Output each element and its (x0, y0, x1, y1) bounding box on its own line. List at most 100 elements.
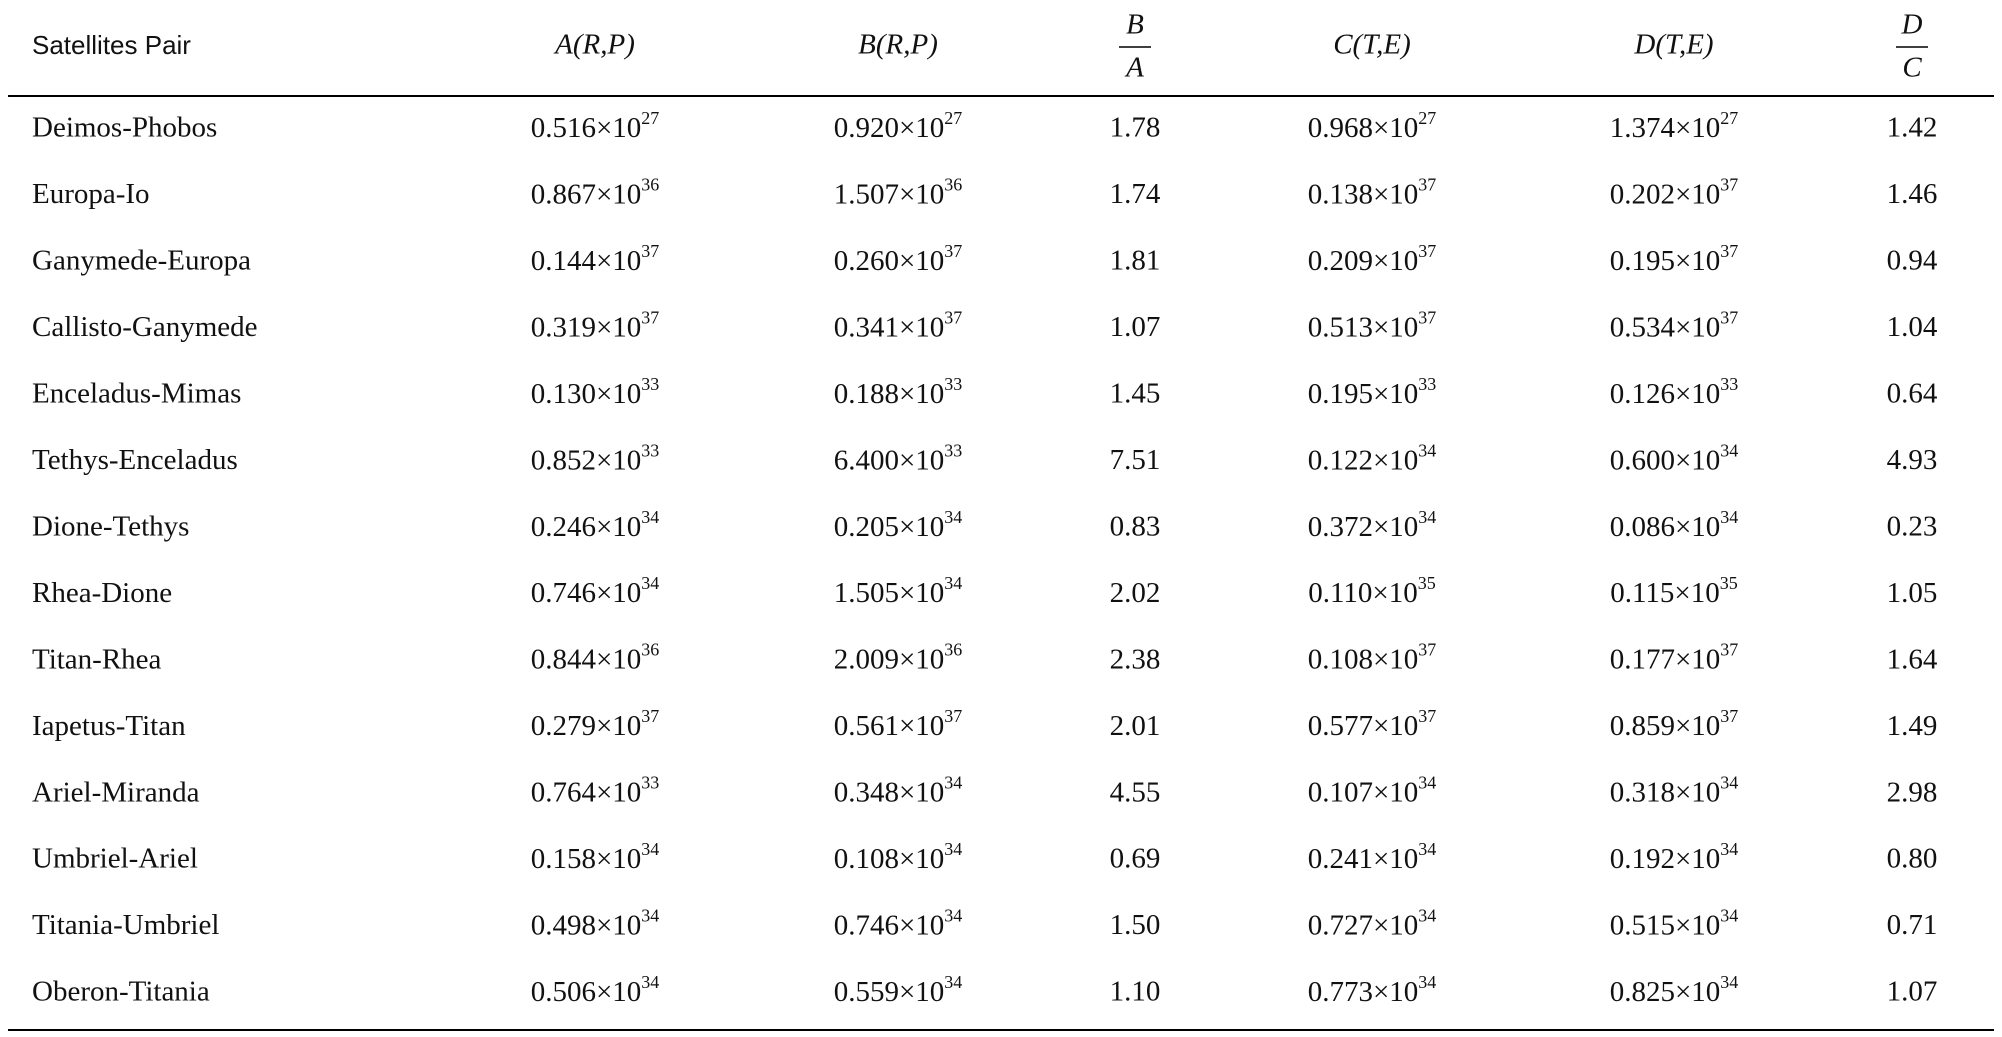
sci-value: 0.192×1034 (1610, 839, 1739, 875)
ratio-value: 1.04 (1887, 311, 1938, 343)
mantissa: 0.515 (1610, 909, 1675, 941)
ratio-value: 1.07 (1887, 976, 1938, 1008)
sci-value: 0.177×1037 (1610, 640, 1739, 676)
ratio-value: 2.98 (1887, 776, 1938, 808)
sci-value: 0.279×1037 (531, 706, 660, 742)
times-ten: ×10 (596, 178, 641, 210)
sci-value: 1.374×1027 (1610, 108, 1739, 144)
mantissa: 0.764 (531, 776, 597, 808)
times-ten: ×10 (899, 178, 944, 210)
times-ten: ×10 (899, 976, 944, 1008)
exponent: 34 (944, 839, 962, 859)
sci-value: 0.246×1034 (531, 507, 660, 543)
pair-name: Dione-Tethys (32, 510, 189, 542)
mantissa: 0.920 (834, 112, 899, 144)
times-ten: ×10 (596, 510, 641, 542)
times-ten: ×10 (1675, 245, 1720, 277)
times-ten: ×10 (1373, 378, 1418, 410)
header-numerator: D (1901, 9, 1923, 41)
exponent: 34 (944, 507, 962, 527)
pair-name: Ganymede-Europa (32, 245, 251, 277)
mantissa: 0.122 (1308, 444, 1373, 476)
times-ten: ×10 (596, 776, 641, 808)
sci-value: 0.130×1033 (531, 374, 660, 410)
ratio-value: 1.07 (1110, 311, 1161, 343)
exponent: 33 (641, 773, 659, 793)
header-denominator: A (1124, 52, 1144, 84)
pair-name: Iapetus-Titan (32, 710, 186, 742)
exponent: 34 (944, 972, 962, 992)
ratio-value: 2.01 (1110, 710, 1161, 742)
mantissa: 1.374 (1610, 112, 1676, 144)
sci-value: 0.513×1037 (1308, 308, 1437, 344)
mantissa: 0.192 (1610, 843, 1675, 875)
mantissa: 0.188 (834, 378, 899, 410)
times-ten: ×10 (1675, 112, 1720, 144)
sci-value: 0.764×1033 (531, 773, 660, 809)
ratio-value: 2.38 (1110, 643, 1161, 675)
exponent: 37 (1720, 706, 1738, 726)
mantissa: 0.516 (531, 112, 596, 144)
header-label: D(T,E) (1633, 29, 1713, 61)
exponent: 37 (1418, 640, 1436, 660)
times-ten: ×10 (1373, 976, 1418, 1008)
mantissa: 0.867 (531, 178, 596, 210)
mantissa: 0.600 (1610, 444, 1675, 476)
sci-value: 0.746×1034 (531, 573, 660, 609)
sci-value: 0.852×1033 (531, 440, 660, 476)
exponent: 37 (944, 241, 962, 261)
mantissa: 0.341 (834, 311, 899, 343)
sci-value: 0.498×1034 (531, 906, 660, 942)
sci-value: 1.505×1034 (834, 573, 963, 609)
sci-value: 0.825×1034 (1610, 972, 1739, 1008)
mantissa: 0.348 (834, 776, 899, 808)
exponent: 36 (641, 175, 659, 195)
mantissa: 0.559 (834, 976, 899, 1008)
exponent: 34 (944, 773, 962, 793)
sci-value: 0.727×1034 (1308, 906, 1437, 942)
exponent: 37 (944, 706, 962, 726)
sci-value: 0.844×1036 (531, 640, 660, 676)
sci-value: 0.920×1027 (834, 108, 963, 144)
times-ten: ×10 (1675, 311, 1720, 343)
mantissa: 0.107 (1308, 776, 1373, 808)
exponent: 37 (1418, 706, 1436, 726)
sci-value: 0.115×1035 (1610, 573, 1738, 609)
times-ten: ×10 (1372, 577, 1417, 609)
times-ten: ×10 (899, 444, 944, 476)
mantissa: 0.561 (834, 710, 899, 742)
ratio-value: 4.55 (1110, 776, 1161, 808)
mantissa: 0.241 (1308, 843, 1373, 875)
sci-value: 0.188×1033 (834, 374, 963, 410)
mantissa: 0.279 (531, 710, 596, 742)
times-ten: ×10 (1675, 444, 1720, 476)
sci-value: 0.859×1037 (1610, 706, 1739, 742)
pair-name: Ariel-Miranda (32, 776, 200, 808)
exponent: 34 (1720, 507, 1738, 527)
header-denominator: C (1902, 52, 1922, 84)
exponent: 34 (641, 906, 659, 926)
times-ten: ×10 (1373, 843, 1418, 875)
mantissa: 0.246 (531, 510, 596, 542)
sci-value: 0.372×1034 (1308, 507, 1437, 543)
mantissa: 0.138 (1308, 178, 1373, 210)
times-ten: ×10 (1675, 776, 1720, 808)
ratio-value: 1.49 (1887, 710, 1938, 742)
exponent: 33 (944, 440, 962, 460)
exponent: 37 (641, 308, 659, 328)
mantissa: 1.507 (834, 178, 899, 210)
times-ten: ×10 (899, 311, 944, 343)
mantissa: 0.202 (1610, 178, 1675, 210)
mantissa: 0.498 (531, 909, 596, 941)
sci-value: 0.107×1034 (1308, 773, 1437, 809)
times-ten: ×10 (1373, 643, 1418, 675)
times-ten: ×10 (1373, 909, 1418, 941)
sci-value: 0.968×1027 (1308, 108, 1437, 144)
times-ten: ×10 (1373, 776, 1418, 808)
ratio-value: 1.64 (1887, 643, 1938, 675)
exponent: 34 (1720, 440, 1738, 460)
times-ten: ×10 (899, 378, 944, 410)
mantissa: 0.318 (1610, 776, 1675, 808)
pair-name: Enceladus-Mimas (32, 378, 241, 410)
